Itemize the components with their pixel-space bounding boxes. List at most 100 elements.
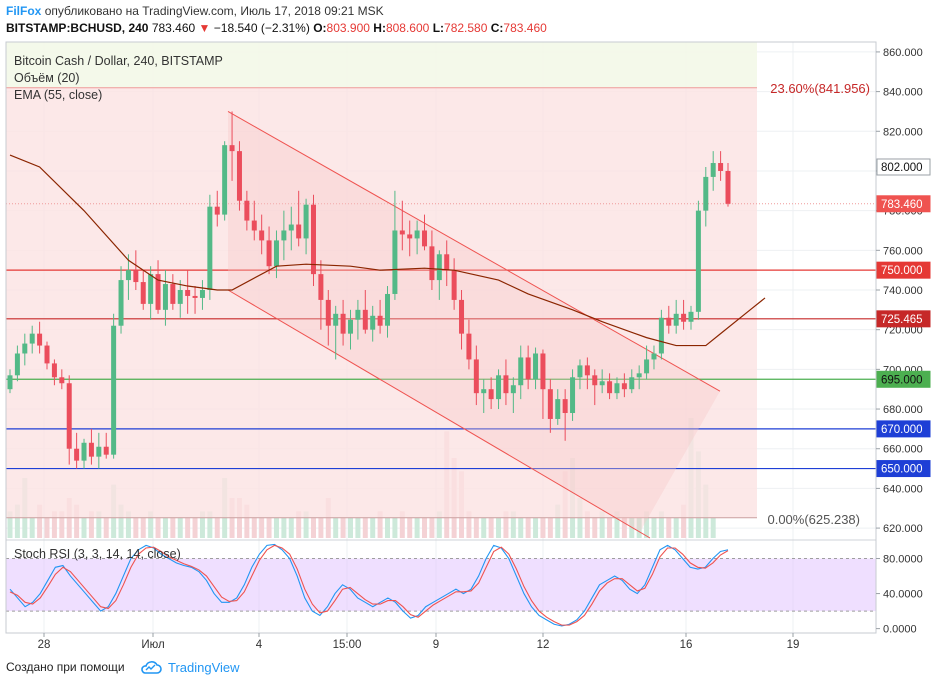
candle-body <box>103 446 109 455</box>
legend-title: Bitcoin Cash / Dollar, 240, BITSTAMP <box>14 54 223 68</box>
legend-stoch: Stoch RSI (3, 3, 14, 14, close) <box>14 547 181 561</box>
candle-body <box>503 375 509 394</box>
volume-bar <box>584 511 590 538</box>
price-tag-label: 725.465 <box>881 314 923 326</box>
volume-bar <box>518 518 524 538</box>
volume-bar <box>199 511 205 538</box>
candle-body <box>555 399 561 419</box>
candle-body <box>236 151 242 201</box>
candle-body <box>636 373 642 378</box>
high-label: H: <box>373 21 386 35</box>
candle <box>59 369 65 390</box>
candle-body <box>266 240 272 267</box>
low-value: 782.580 <box>444 21 488 35</box>
candle <box>599 369 605 394</box>
price-tag-box <box>876 310 931 328</box>
candle-body <box>658 317 664 354</box>
chart-canvas[interactable]: 860.000840.000820.000800.000780.000760.0… <box>0 0 941 655</box>
candle-body <box>562 399 568 414</box>
price-tick-label: 860.000 <box>883 47 923 59</box>
open-value: 803.900 <box>326 21 370 35</box>
candle <box>81 438 87 469</box>
candle <box>177 280 183 318</box>
candle <box>666 305 672 334</box>
candle <box>325 290 331 346</box>
chart-frame <box>5 41 877 634</box>
time-tick-label: 9 <box>433 639 439 651</box>
volume-bar <box>510 511 516 538</box>
stoch-tick-label: 0.0000 <box>883 624 917 636</box>
candle-body <box>325 299 331 326</box>
candle <box>22 333 28 366</box>
price-tag: 695.000 <box>876 370 931 388</box>
symbol-label: BITSTAMP:BCHUSD, 240 <box>6 21 149 35</box>
candle-body <box>303 204 309 239</box>
candle <box>118 266 124 334</box>
candle-body <box>399 230 405 235</box>
candle-body <box>710 163 716 177</box>
candle-body <box>66 383 72 449</box>
candle-body <box>614 383 620 394</box>
price-tag: 670.000 <box>876 420 931 438</box>
footer-text: Создано при помощи <box>6 660 125 674</box>
candle-body <box>296 224 302 239</box>
volume-bar <box>14 504 20 538</box>
volume-bar <box>170 518 176 538</box>
candle <box>621 373 627 398</box>
channel-lower-line <box>227 289 651 539</box>
candle-body <box>592 375 598 386</box>
candle-body <box>362 309 368 330</box>
candle <box>340 299 346 346</box>
volume-bar <box>296 511 302 538</box>
candle-body <box>251 220 257 231</box>
candle <box>347 309 353 350</box>
price-tag-box <box>876 420 931 438</box>
candle <box>422 214 428 251</box>
candle <box>658 309 664 360</box>
price-tick-label: 840.000 <box>883 87 923 99</box>
candle <box>385 286 391 338</box>
candle-body <box>88 442 94 457</box>
candle-body <box>651 353 657 360</box>
stoch-band <box>6 558 876 612</box>
candle <box>436 250 442 300</box>
low-label: L: <box>432 21 445 35</box>
stoch-tick-label: 40.0000 <box>883 589 923 601</box>
candle <box>155 260 161 314</box>
volume-bar <box>481 518 487 538</box>
fib-0-label: 0.00%(625.238) <box>767 512 860 527</box>
candle <box>14 345 20 382</box>
candle <box>681 299 687 330</box>
volume-bar <box>148 511 154 538</box>
candle-body <box>525 357 531 380</box>
candle <box>244 190 250 231</box>
volume-bar <box>547 518 553 538</box>
volume-bar <box>414 518 420 538</box>
volume-bar <box>422 518 428 538</box>
volume-bar <box>370 518 376 538</box>
publish-text: опубликовано на TradingView.com, Июль 17… <box>44 4 384 18</box>
author-name[interactable]: FilFox <box>6 4 42 18</box>
candle-body <box>170 284 176 304</box>
open-label: O: <box>313 21 327 35</box>
time-tick-label: 28 <box>38 639 51 651</box>
tradingview-logo-link[interactable]: TradingView <box>140 656 240 678</box>
channel-fill <box>228 111 720 533</box>
candle-body <box>629 377 635 390</box>
candle <box>229 111 235 181</box>
time-tick-label: 12 <box>537 639 550 651</box>
volume-bar <box>125 511 131 538</box>
candle <box>125 254 131 300</box>
volume-bar <box>133 518 139 538</box>
candle <box>207 194 213 300</box>
candle-body <box>718 163 724 171</box>
time-tick-label: Июл <box>141 639 164 651</box>
volume-bar <box>658 511 664 538</box>
volume-bar <box>651 518 657 538</box>
volume-bar <box>162 518 168 538</box>
candle <box>688 305 694 330</box>
candle-body <box>14 353 20 376</box>
candle <box>37 321 43 354</box>
candle <box>318 260 324 330</box>
candle-body <box>340 313 346 334</box>
